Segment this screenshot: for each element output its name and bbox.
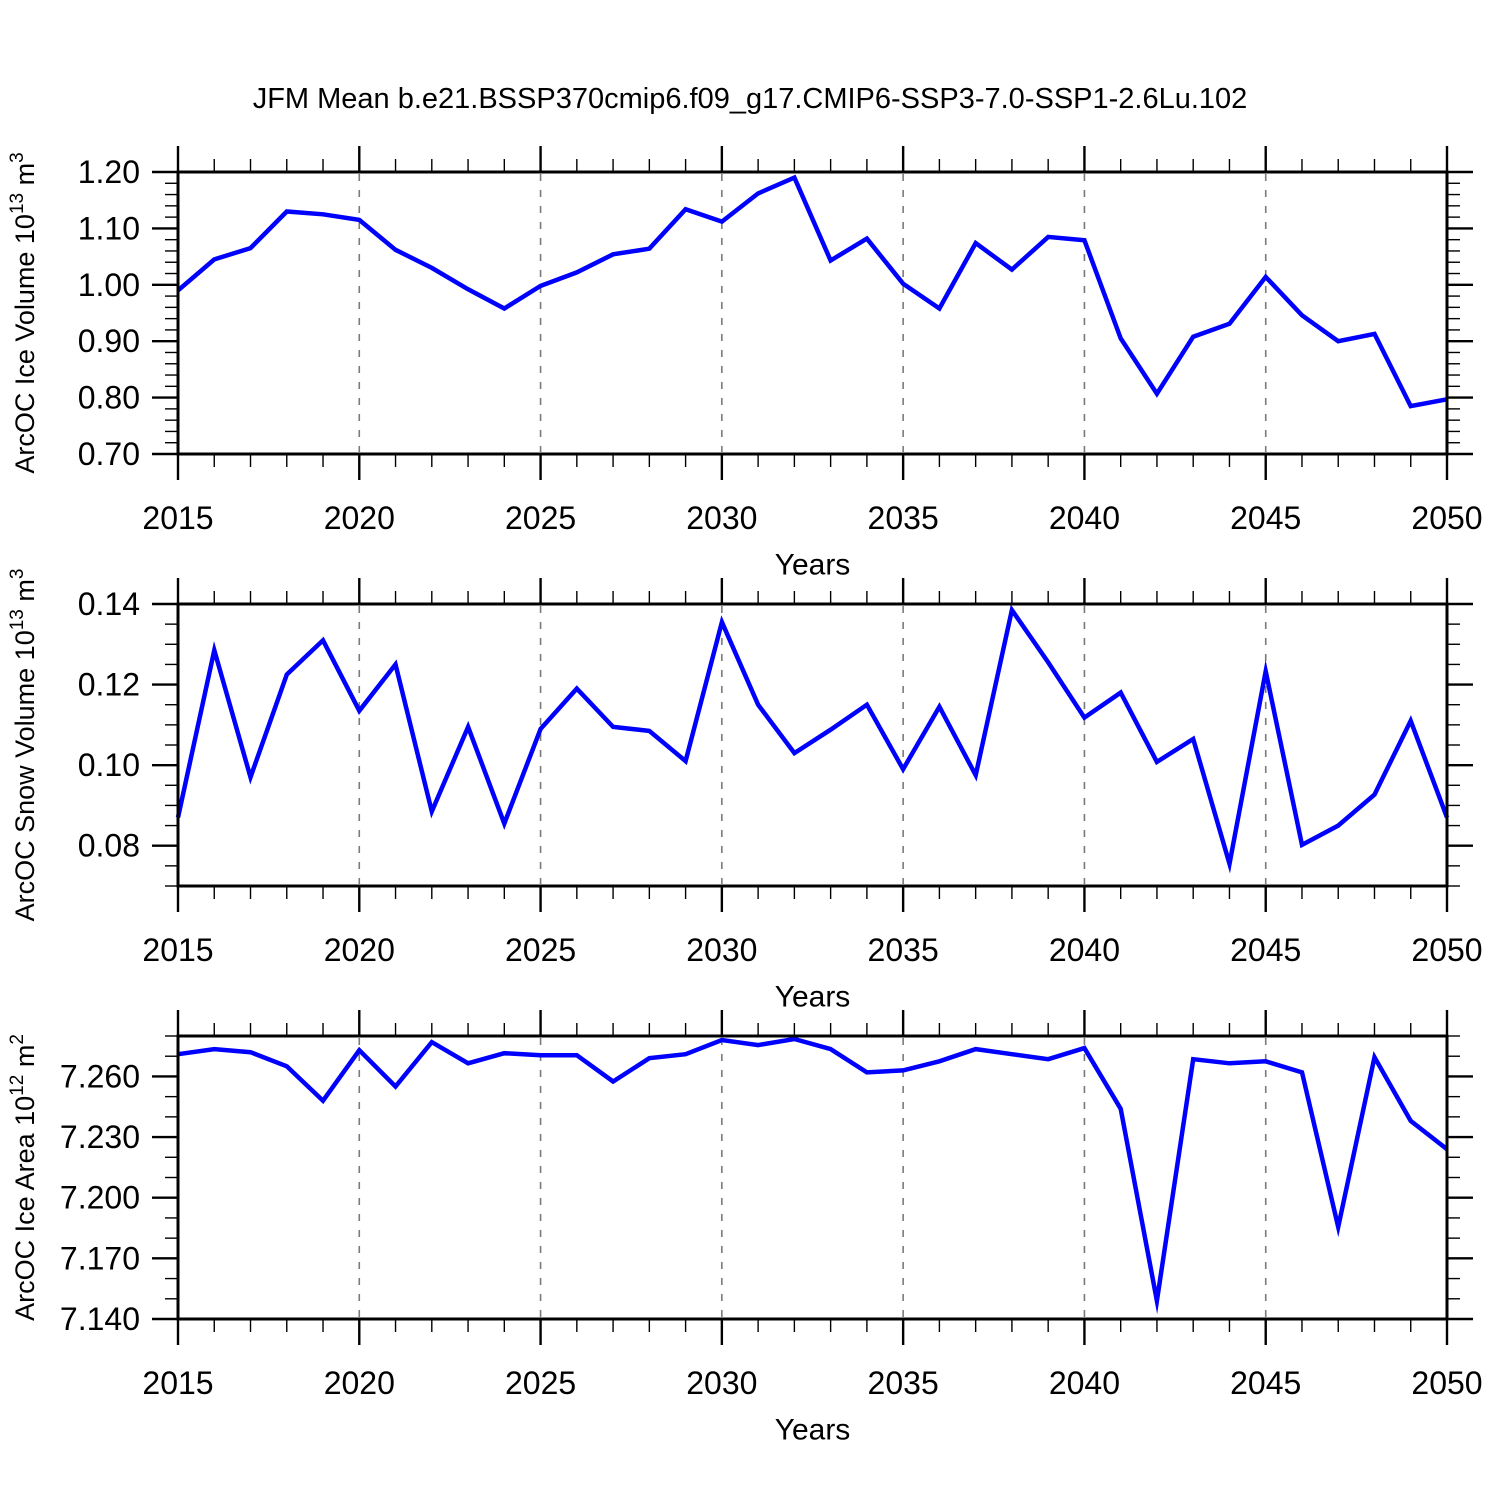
ice-area-line: [177, 1036, 1449, 1315]
y-axis-title-ice-volume: ArcOC Ice Volume 1013 m3: [7, 152, 40, 473]
x-tick-label: 2025: [505, 500, 576, 536]
y-tick-labels-ice-volume: 1.20 1.10 1.00 0.90 0.80 0.70: [78, 154, 140, 472]
x-tick-label: 2020: [324, 1365, 395, 1401]
plot-frame-ice-volume: [176, 170, 1449, 456]
x-tick-label: 2050: [1411, 932, 1482, 968]
y-tick-label: 0.14: [78, 586, 140, 622]
x-tick-label: 2015: [142, 500, 213, 536]
y-axis-title-ice-area: ArcOC Ice Area 1012 m2: [7, 1034, 40, 1321]
x-tick-label: 2050: [1411, 500, 1482, 536]
x-tick-label: 2050: [1411, 1365, 1482, 1401]
y-tick-labels-ice-area: 7.260 7.230 7.200 7.170 7.140: [60, 1058, 140, 1337]
figure-title: JFM Mean b.e21.BSSP370cmip6.f09_g17.CMIP…: [252, 83, 1248, 115]
x-tick-label: 2025: [505, 1365, 576, 1401]
y-axis-title-snow-volume: ArcOC Snow Volume 1013 m3: [7, 569, 40, 922]
x-tick-label: 2015: [142, 1365, 213, 1401]
y-tick-label: 7.230: [60, 1119, 140, 1155]
x-tick-label: 2035: [868, 500, 939, 536]
x-tick-label: 2020: [324, 500, 395, 536]
ice-volume-line: [176, 174, 1448, 409]
x-tick-labels-ice-volume: 2015 2020 2025 2030 2035 2040 2045 2050: [142, 500, 1482, 536]
y-tick-label: 1.20: [78, 154, 140, 190]
y-tick-label: 0.10: [78, 747, 140, 783]
x-axis-title-ice-volume: Years: [775, 549, 851, 582]
y-tick-label: 0.70: [78, 436, 140, 472]
y-tick-label: 0.08: [78, 828, 140, 864]
x-tick-labels-snow-volume: 2015 2020 2025 2030 2035 2040 2045 2050: [142, 932, 1482, 968]
x-tick-label: 2040: [1049, 1365, 1120, 1401]
x-tick-label: 2030: [686, 500, 757, 536]
y-tick-label: 7.260: [60, 1058, 140, 1094]
y-tick-label: 7.140: [60, 1301, 140, 1337]
x-tick-label: 2035: [868, 1365, 939, 1401]
x-tick-label: 2045: [1230, 500, 1301, 536]
x-tick-label: 2030: [686, 1365, 757, 1401]
x-tick-label: 2020: [324, 932, 395, 968]
ticks-ice-area: [152, 1010, 1473, 1345]
x-tick-label: 2045: [1230, 1365, 1301, 1401]
x-tick-label: 2040: [1049, 500, 1120, 536]
gridlines-ice-area: [358, 1038, 1267, 1317]
y-tick-label: 0.12: [78, 667, 140, 703]
plot-frame-ice-area: [176, 1034, 1449, 1321]
y-tick-label: 0.90: [78, 323, 140, 359]
panel-snow-volume: 0.14 0.12 0.10 0.08 2015 2020 2025 2030 2035 2040…: [7, 569, 1483, 1014]
gridlines-snow-volume: [358, 606, 1267, 884]
x-tick-labels-ice-area: 2015 2020 2025 2030 2035 2040 2045 2050: [142, 1365, 1482, 1401]
x-tick-label: 2040: [1049, 932, 1120, 968]
x-tick-label: 2025: [505, 932, 576, 968]
ticks-ice-volume: [152, 146, 1473, 480]
x-axis-title-ice-area: Years: [775, 1414, 851, 1447]
y-tick-label: 7.200: [60, 1180, 140, 1216]
snow-volume-line: [175, 604, 1450, 874]
plot-frame-snow-volume: [176, 602, 1449, 888]
x-tick-label: 2045: [1230, 932, 1301, 968]
x-tick-label: 2035: [868, 932, 939, 968]
x-tick-label: 2015: [142, 932, 213, 968]
y-tick-label: 7.170: [60, 1240, 140, 1276]
y-tick-label: 1.00: [78, 267, 140, 303]
x-tick-label: 2030: [686, 932, 757, 968]
y-tick-labels-snow-volume: 0.14 0.12 0.10 0.08: [78, 586, 140, 864]
y-tick-label: 0.80: [78, 380, 140, 416]
x-axis-title-snow-volume: Years: [775, 981, 851, 1014]
ticks-snow-volume: [152, 578, 1473, 912]
y-tick-label: 1.10: [78, 210, 140, 246]
